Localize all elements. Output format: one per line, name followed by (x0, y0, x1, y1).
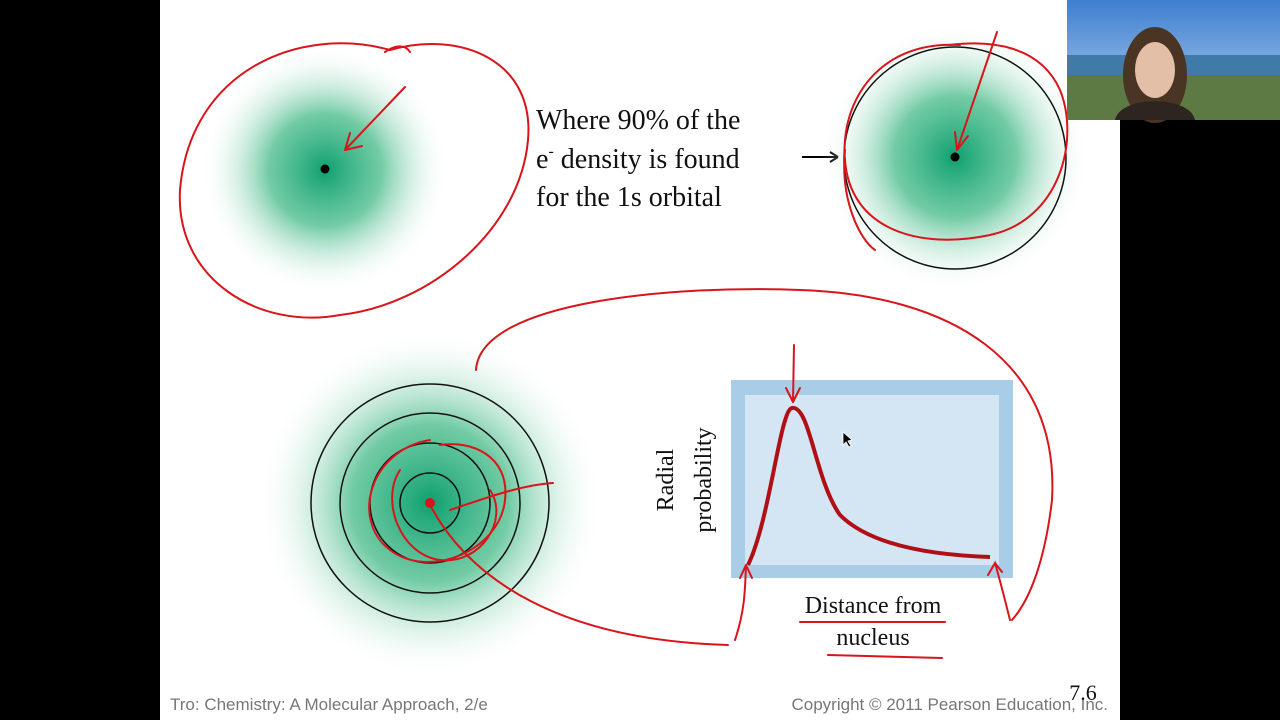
footer-right: Copyright © 2011 Pearson Education, Inc. (791, 695, 1108, 714)
cursor (842, 431, 853, 448)
caption-line: Where 90% of the (536, 105, 740, 136)
annotation-arrow (344, 86, 406, 151)
nucleus-dot (950, 152, 960, 162)
superscript: - (548, 143, 553, 160)
webcam (1067, 0, 1280, 123)
x-label: Distance from (805, 593, 942, 619)
annotation (734, 344, 1011, 659)
y-label: probability (691, 427, 717, 532)
annotation-link (429, 288, 1054, 646)
probability-curve (746, 406, 991, 566)
nucleus-dot (320, 164, 330, 174)
annotation (843, 42, 1069, 251)
footer-left: Tro: Chemistry: A Molecular Approach, 2/… (170, 695, 488, 714)
annotation-arrow (954, 31, 998, 151)
y-label: Radial (653, 448, 679, 511)
annotation (368, 439, 554, 563)
caption-text: e (536, 144, 548, 175)
caption-line: e- density is found (536, 143, 740, 175)
annotation (178, 42, 530, 319)
x-label: nucleus (836, 625, 909, 651)
nucleus-dot (425, 498, 435, 508)
slide-number: 7.6 (1069, 680, 1097, 705)
caption-text: density is found (554, 144, 740, 175)
caption-line: for the 1s orbital (536, 182, 722, 213)
